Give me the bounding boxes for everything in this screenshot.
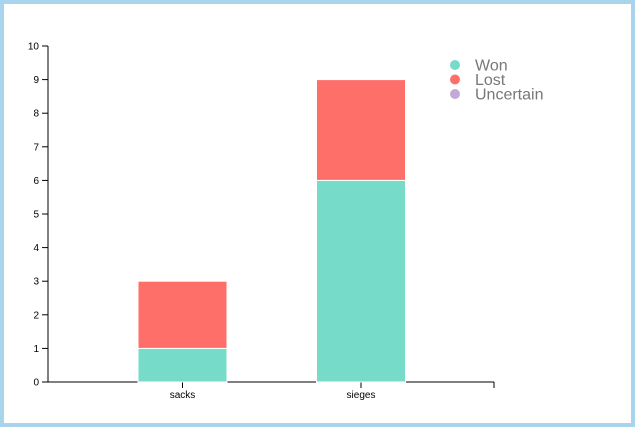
y-tick-label: 10: [28, 42, 40, 53]
legend-swatch-lost: [450, 74, 460, 85]
y-tick-label: 0: [33, 378, 39, 389]
y-tick-label: 3: [33, 277, 39, 288]
x-tick-label: sacks: [170, 390, 196, 401]
bar-sacks-won: [137, 347, 228, 383]
bars: [137, 79, 406, 383]
bar-sacks-lost: [137, 280, 228, 349]
bar-sieges-won: [316, 179, 406, 383]
y-tick-label: 8: [33, 109, 39, 120]
y-tick-label: 6: [33, 176, 39, 187]
bar-sieges-lost: [316, 79, 406, 181]
y-axis: 0 1 2 3 4 5 6 7 8 9 10: [28, 42, 49, 389]
x-tick-label: sieges: [347, 390, 376, 401]
legend-label-lost: Lost: [475, 72, 506, 89]
y-tick-label: 7: [33, 142, 39, 153]
legend-swatch-won: [450, 60, 460, 70]
y-tick-label: 4: [33, 243, 39, 254]
y-tick-label: 5: [33, 210, 39, 221]
x-axis: sacks sieges: [48, 381, 495, 401]
y-tick-label: 9: [33, 75, 39, 86]
y-tick-label: 2: [33, 310, 39, 321]
legend-label-uncertain: Uncertain: [475, 87, 543, 104]
legend-label-won: Won: [475, 58, 508, 75]
y-tick-label: 1: [33, 344, 39, 355]
legend-swatch-uncertain: [450, 89, 460, 99]
